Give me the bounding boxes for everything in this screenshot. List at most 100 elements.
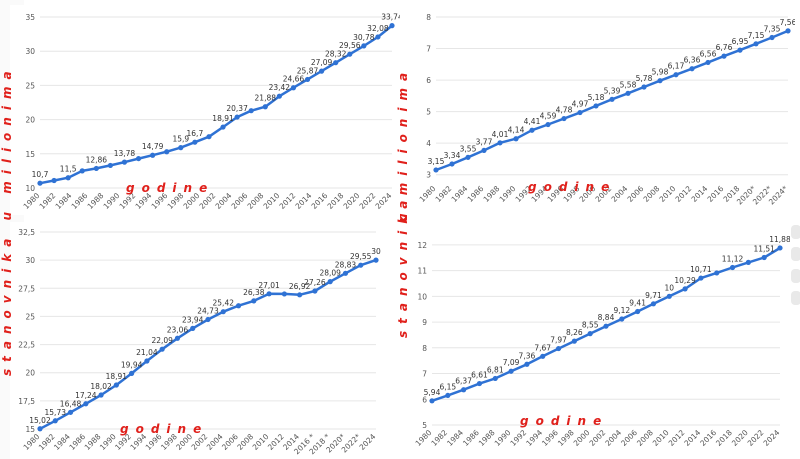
x-tick-label: 2006 [220,432,240,452]
data-label: 32,08 [367,24,389,33]
y-tick-label: 7 [422,370,427,379]
data-point [729,264,736,271]
x-tick-label: 2010 [658,184,678,204]
side-toolbar [790,225,800,315]
y-tick-label: 3 [426,171,431,180]
x-tick-label: 2006 [619,428,639,448]
data-point [777,245,783,251]
data-label: 18,91 [212,114,234,123]
data-point [262,104,268,110]
data-label: 33,74 [381,13,400,22]
x-tick-label: 2014 [682,428,702,448]
data-label: 6,37 [455,377,472,386]
x-tick-label: 1996 [540,428,560,448]
x-tick-label: 2022 [358,191,378,211]
data-point [358,262,364,268]
data-label: 24,66 [283,75,305,84]
data-point [577,109,583,116]
x-tick-label: 2024 [358,432,378,452]
x-tick-label: 2016 [698,428,718,448]
toolbar-button[interactable] [791,225,800,239]
data-point [178,145,184,151]
x-tick-label: 2020 [730,428,750,448]
x-tick-label: 2008 [246,191,266,211]
data-point [673,72,679,78]
data-point [150,152,156,158]
x-tick-label: 2000 [572,428,592,448]
data-label: 22,09 [151,336,173,345]
x-tick-label: 1984 [54,191,74,211]
x-tick-label: 1986 [67,432,87,452]
data-label: 6,76 [716,43,733,52]
data-label: 28,83 [335,260,357,269]
x-tick-label: 1988 [477,428,497,448]
y-tick-label: 7 [426,45,431,54]
data-label: 11,88 [769,235,790,244]
data-point [144,358,150,364]
toolbar-button[interactable] [791,269,800,283]
x-tick-label: 1984 [52,432,72,452]
data-label: 5,98 [652,68,669,77]
y-tick-label: 35 [25,13,35,22]
data-point [587,331,593,337]
data-point [571,338,577,344]
data-point [389,23,395,29]
x-tick-label: 2016 [310,191,330,211]
x-axis-label-bottom-left: godine [120,422,209,436]
data-point [625,90,631,96]
x-axis-label-bottom-right: godine [520,414,609,428]
x-tick-label: 1990 [98,432,118,452]
data-point [107,162,113,169]
data-point [603,323,609,329]
data-label: 6,36 [684,56,701,65]
data-point [174,335,181,341]
data-label: 4,97 [572,100,589,109]
data-label: 4,01 [492,130,509,139]
data-point [164,149,170,155]
x-tick-label: 2010 [251,432,271,452]
data-point [373,257,379,263]
data-label: 27,09 [311,58,333,67]
data-label: 19,94 [121,360,143,369]
data-label: 26,92 [289,282,311,291]
y-tick-label: 22,5 [18,341,35,350]
data-point [785,28,791,34]
data-point [540,353,546,359]
data-label: 5,39 [604,86,621,95]
toolbar-button[interactable] [791,247,800,261]
data-point [609,96,615,102]
x-tick-label: 1980 [414,428,434,448]
data-label: 3,55 [460,144,477,153]
x-tick-label: 2002 [588,428,608,448]
data-label: 18,91 [106,372,128,381]
y-tick-label: 15 [25,425,35,434]
data-point [561,115,567,122]
y-tick-label: 12 [417,241,427,250]
y-tick-label: 10 [417,292,427,301]
data-label: 21,04 [136,348,158,357]
data-label: 24,73 [197,306,219,315]
line-chart-bottom-right: 5678910111219801982198419861988199019921… [414,235,790,448]
data-label: 6,17 [668,62,685,71]
data-point [650,301,657,307]
data-label: 23,06 [167,325,189,334]
data-label: 5,18 [588,93,605,102]
data-point [361,43,367,49]
data-point [37,426,43,432]
x-tick-label: 2024* [767,184,790,207]
y-tick-label: 20 [25,369,35,378]
line-chart-top-left: 1015202530351980198219841986198819901992… [22,13,400,211]
x-tick-label: 1990 [102,191,122,211]
x-tick-label: 1986 [70,191,90,211]
data-label: 16,7 [187,129,204,138]
data-point [290,85,297,91]
data-point [529,127,535,133]
toolbar-button[interactable] [791,291,800,305]
data-label: 21,88 [255,94,277,103]
x-tick-label: 2016 [706,184,726,204]
y-tick-label: 9 [422,318,427,327]
data-point [248,108,254,114]
data-label: 9,41 [629,299,646,308]
data-label: 3,15 [428,157,445,166]
data-label: 15,73 [45,408,67,417]
